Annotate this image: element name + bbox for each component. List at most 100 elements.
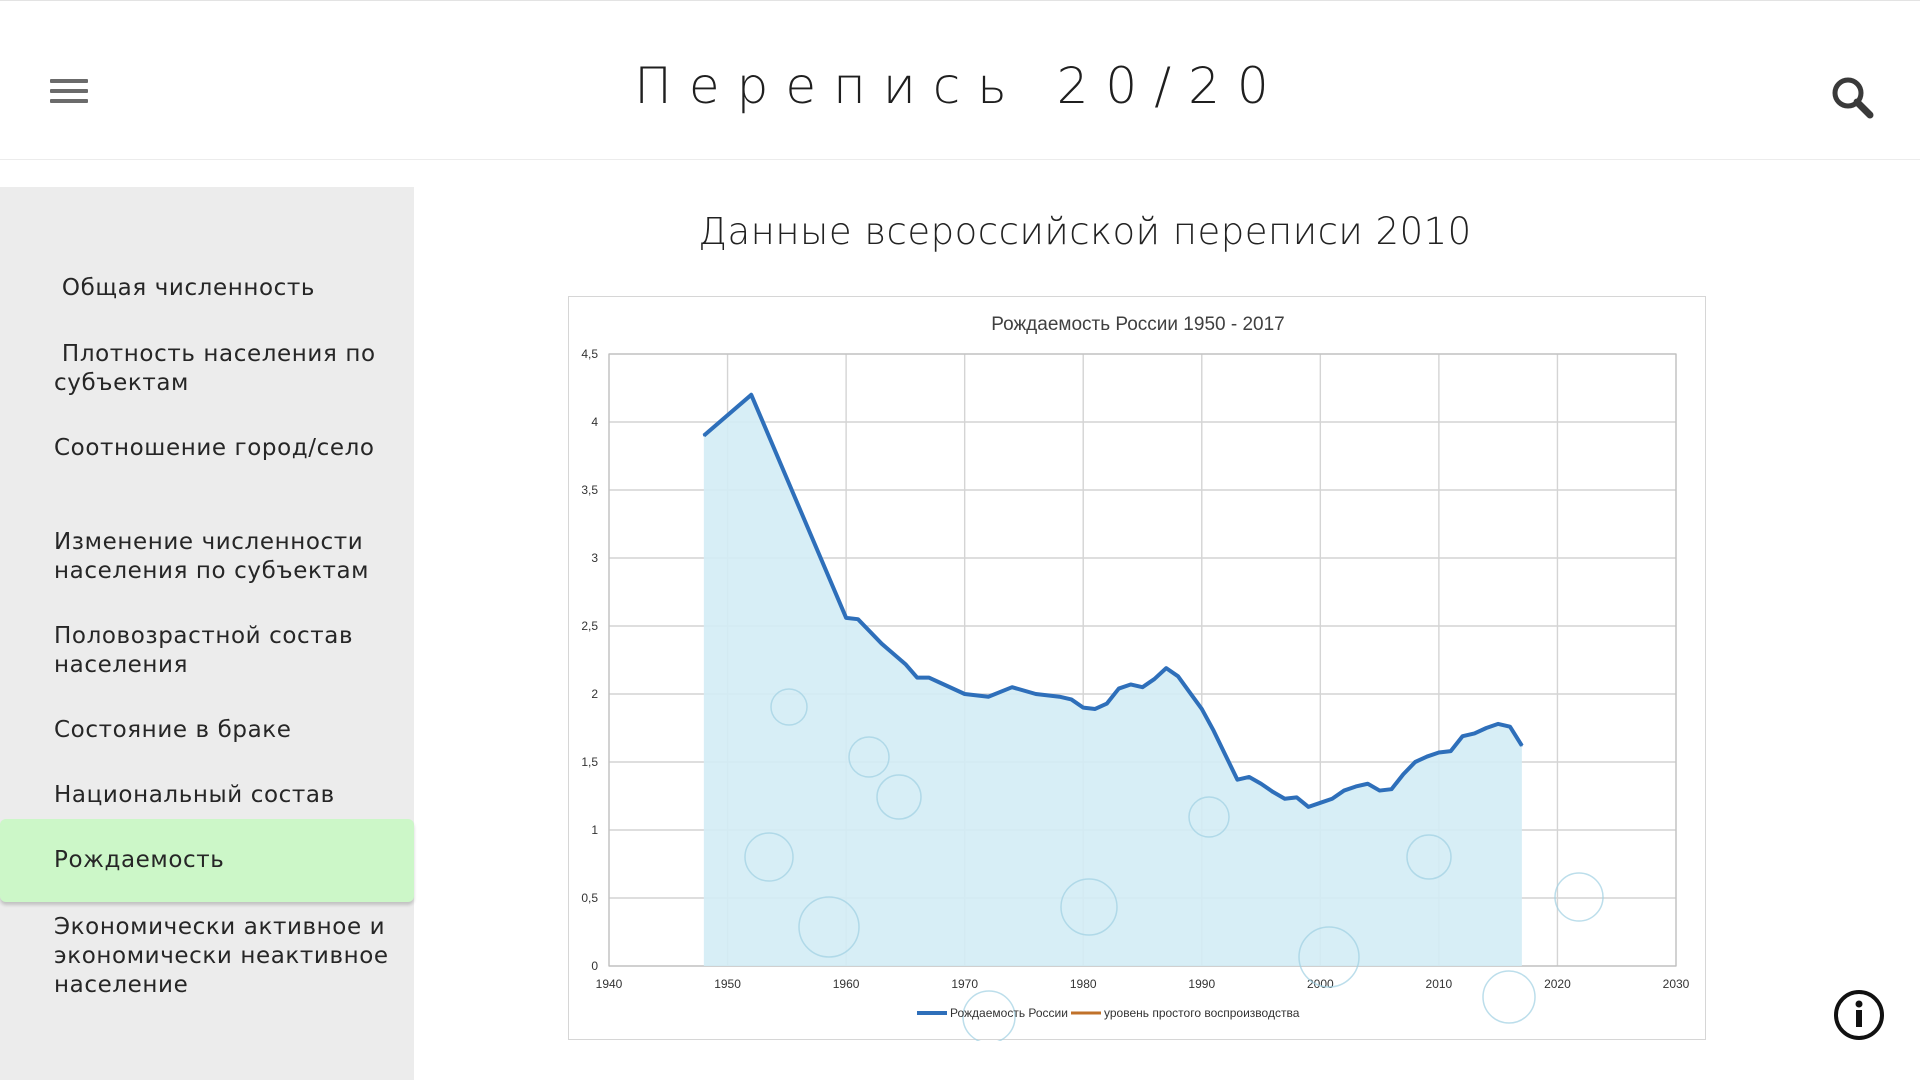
area-doodle <box>962 990 1016 1041</box>
series-point <box>1117 687 1120 690</box>
series-point <box>1461 735 1464 737</box>
sidebar-item-label: Состояние в браке <box>54 717 292 743</box>
y-tick-label: 0,5 <box>581 891 598 905</box>
series-point <box>928 676 930 679</box>
series-point <box>916 676 919 679</box>
x-tick-label: 1960 <box>833 977 860 991</box>
x-tick-label: 2010 <box>1426 977 1453 991</box>
site-title[interactable]: Перепись 20/20 <box>634 57 1286 115</box>
series-point <box>963 693 966 695</box>
series-point <box>1035 693 1037 695</box>
sidebar-item-age-sex[interactable]: Половозрастной состав населения <box>0 622 414 680</box>
sidebar-item-label: Плотность населения по субъектам <box>54 341 384 396</box>
series-point <box>1485 727 1488 729</box>
series-point <box>1449 750 1452 752</box>
area-doodle <box>1188 796 1230 838</box>
page-heading: Данные всероссийской переписи 2010 <box>698 210 1472 253</box>
x-tick-label: 1950 <box>714 977 741 991</box>
series-point <box>940 682 942 684</box>
area-doodle <box>1554 872 1604 922</box>
area-doodle <box>770 688 808 726</box>
y-tick-label: 4,5 <box>581 347 598 361</box>
x-tick-label: 2020 <box>1544 977 1571 991</box>
series-point <box>1189 691 1191 694</box>
series-point <box>1094 708 1096 710</box>
area-doodle <box>1060 878 1118 936</box>
series-point <box>1521 744 1523 747</box>
legend-label: уровень простого воспроизводства <box>1104 1006 1300 1020</box>
x-tick-label: 2030 <box>1663 977 1690 991</box>
search-icon[interactable] <box>1826 71 1882 127</box>
series-point <box>1248 776 1250 778</box>
series-point <box>1473 732 1476 735</box>
sidebar-item-label: Изменение численности населения по субъе… <box>54 529 370 584</box>
series-point <box>1153 678 1156 680</box>
sidebar-item-ethnic-composition[interactable]: Национальный состав <box>0 781 414 810</box>
series-point <box>857 618 859 620</box>
y-tick-label: 2 <box>591 687 598 701</box>
sidebar-item-marital-status[interactable]: Состояние в браке <box>0 716 414 745</box>
sidebar-item-birth-rate[interactable]: Рождаемость <box>0 819 414 902</box>
legend-label: Рождаемость России <box>950 1006 1068 1020</box>
series-point <box>1011 686 1013 688</box>
area-doodle <box>744 832 794 882</box>
series-point <box>1224 754 1227 756</box>
y-tick-label: 3 <box>591 551 598 565</box>
x-tick-label: 1990 <box>1188 977 1215 991</box>
series-point <box>1272 791 1274 793</box>
y-tick-label: 3,5 <box>581 483 598 497</box>
series-point <box>750 394 753 396</box>
series-point <box>1497 723 1499 725</box>
series-point <box>1082 706 1085 709</box>
x-tick-label: 2000 <box>1307 977 1334 991</box>
area-doodle <box>1406 834 1452 880</box>
series-point <box>1402 773 1405 776</box>
series-point <box>1509 725 1511 728</box>
sidebar-item-total-population[interactable]: Общая численность <box>0 274 414 303</box>
sidebar-item-population-density[interactable]: Плотность населения по субъектам <box>0 340 414 398</box>
x-tick-label: 1970 <box>951 977 978 991</box>
series-point <box>1177 675 1179 678</box>
series-area-fill <box>703 394 1522 966</box>
plot-area: 1940 1950 1960 1970 1980 1990 2000 2010 2020 2030… <box>581 347 1690 1041</box>
chart-svg: Рождаемость России 1950 - 2017 1940 1950 1… <box>581 314 1690 1041</box>
y-tick-label: 0 <box>591 959 598 973</box>
series-point <box>1366 782 1369 785</box>
series-point <box>1426 755 1428 758</box>
series-point <box>1319 802 1322 804</box>
series-point <box>1058 695 1061 698</box>
info-icon[interactable] <box>1832 988 1886 1042</box>
series-point <box>1390 788 1393 790</box>
sidebar-item-population-change[interactable]: Изменение численности населения по субъе… <box>0 528 414 586</box>
series-point <box>1295 796 1298 799</box>
series-point <box>845 617 847 619</box>
y-tick-label: 1,5 <box>581 755 598 769</box>
sidebar-item-label: Национальный состав <box>54 782 335 808</box>
area-doodle <box>1482 970 1536 1024</box>
area-doodle <box>798 896 860 958</box>
series-point <box>987 695 990 698</box>
series-point <box>904 663 907 665</box>
series-point <box>1141 686 1144 688</box>
birth-rate-chart: Рождаемость России 1950 - 2017 1940 1950 1… <box>568 296 1706 1041</box>
sidebar-item-label: Экономически активное и экономически неа… <box>54 914 389 998</box>
series-point <box>1106 702 1108 705</box>
top-border <box>0 0 1920 1</box>
sidebar-nav: Общая численность Плотность населения по… <box>0 187 414 1080</box>
sidebar-item-label: Половозрастной состав населения <box>54 623 354 678</box>
x-tick-label: 1940 <box>596 977 623 991</box>
sidebar-item-label: Общая численность <box>54 275 316 301</box>
hamburger-menu-icon[interactable] <box>44 73 96 113</box>
area-doodle <box>876 774 922 820</box>
sidebar-item-urban-rural[interactable]: Соотношение город/село <box>0 434 414 463</box>
series-point <box>1129 683 1132 686</box>
series-point <box>1343 789 1345 792</box>
sidebar-item-label: Рождаемость <box>54 847 225 873</box>
y-tick-label: 4 <box>591 415 598 429</box>
series-point <box>1260 782 1262 785</box>
sidebar-item-economic-activity[interactable]: Экономически активное и экономически неа… <box>0 913 414 1000</box>
series-point <box>1355 785 1357 788</box>
sidebar-item-label: Соотношение город/село <box>54 435 375 461</box>
area-doodle <box>848 736 890 778</box>
series-point <box>1283 797 1286 800</box>
